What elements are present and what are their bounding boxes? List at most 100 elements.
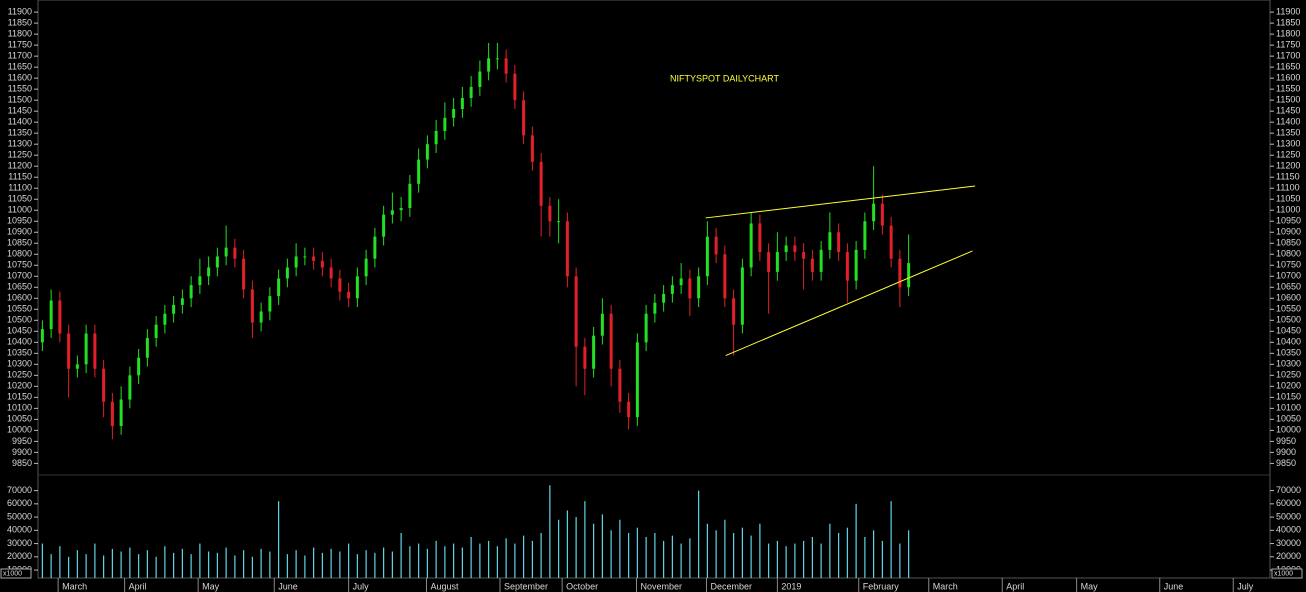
volume-bar (68, 556, 70, 578)
volume-bar (628, 532, 630, 578)
y-tick-label-right: 10050 (1276, 414, 1301, 424)
volume-bar (610, 530, 612, 578)
volume-tick-label: 30000 (7, 538, 32, 548)
y-tick-label-right: 11700 (1276, 51, 1300, 61)
x-tick-label: June (278, 581, 298, 591)
candle-body (732, 298, 736, 325)
y-tick-label-right: 11300 (1276, 139, 1300, 149)
volume-bar (199, 543, 201, 578)
candle-body (172, 304, 176, 314)
y-tick-label-right: 11000 (1276, 205, 1300, 215)
candle-body (49, 300, 53, 330)
y-tick-label: 11150 (8, 172, 32, 182)
candle-body (338, 278, 342, 292)
trendline (705, 185, 976, 219)
y-tick-label-right: 10650 (1276, 282, 1301, 292)
candle-body (574, 276, 578, 347)
x-tick-label: September (504, 581, 548, 591)
volume-bar (496, 546, 498, 578)
y-tick-label: 11200 (8, 161, 32, 171)
volume-bar (873, 530, 875, 578)
candle-body (522, 100, 526, 136)
candle-body (67, 333, 71, 369)
volume-bar (785, 546, 787, 578)
candle-body (399, 208, 403, 211)
candle-body (434, 130, 438, 145)
y-tick-label: 11550 (8, 84, 32, 94)
candle-body (723, 254, 727, 299)
candle-body (600, 313, 604, 336)
candle-body (128, 375, 132, 400)
volume-bar (295, 550, 297, 578)
volume-bar (374, 552, 376, 578)
y-tick-label-right: 11450 (1276, 106, 1300, 116)
y-tick-label-right: 11350 (1276, 128, 1300, 138)
volume-tick-label-right: 30000 (1276, 538, 1301, 548)
candle-body (329, 267, 333, 279)
candle-body (75, 364, 79, 369)
volume-tick-label-right: 40000 (1276, 525, 1301, 535)
candle-body (530, 135, 534, 162)
candle-body (557, 221, 561, 223)
volume-bar (838, 532, 840, 578)
candle-body (347, 291, 351, 299)
candle-body (58, 300, 62, 334)
x-tick-label: October (566, 581, 598, 591)
volume-bar (138, 554, 140, 578)
y-tick-label: 10950 (7, 216, 32, 226)
candle-body (880, 203, 884, 226)
y-tick-label: 10150 (7, 392, 32, 402)
y-tick-label-right: 10350 (1276, 348, 1301, 358)
y-tick-label: 11800 (8, 28, 32, 38)
y-tick-label: 11900 (8, 6, 32, 16)
x-tick-label: April (129, 581, 147, 591)
candle-body (382, 214, 386, 237)
y-tick-label-right: 10000 (1276, 425, 1301, 435)
y-tick-label-right: 10100 (1276, 403, 1301, 413)
y-tick-label-right: 10550 (1276, 304, 1301, 314)
y-tick-label: 10550 (7, 304, 32, 314)
volume-bar (881, 540, 883, 578)
volume-bar (76, 550, 78, 578)
volume-bar (908, 530, 910, 578)
y-tick-label-right: 11900 (1276, 6, 1300, 16)
volume-bar (855, 503, 857, 578)
volume-bar (400, 532, 402, 578)
y-tick-label: 11250 (8, 150, 32, 160)
volume-bar (103, 555, 105, 578)
y-tick-label-right: 11800 (1276, 28, 1300, 38)
y-tick-label-right: 10700 (1276, 271, 1301, 281)
y-tick-label: 11600 (8, 73, 32, 83)
volume-bar (260, 548, 262, 578)
candle-body (898, 258, 902, 288)
volume-bar (348, 543, 350, 578)
candle-body (294, 256, 298, 268)
candle-body (627, 401, 631, 418)
x-tick-label: May (1081, 581, 1099, 591)
candle-body (364, 258, 368, 277)
candle-body (662, 293, 666, 303)
y-tick-label-right: 11750 (1276, 40, 1300, 50)
y-tick-label-right: 11050 (1276, 194, 1300, 204)
candle-body (504, 58, 508, 74)
x-tick-label: April (1006, 581, 1024, 591)
volume-tick-label-right: 20000 (1276, 551, 1301, 561)
volume-tick-label: 50000 (7, 511, 32, 521)
candle-body (207, 267, 211, 277)
y-tick-label: 9850 (12, 458, 32, 468)
y-tick-label: 10800 (7, 249, 32, 259)
candle-body (688, 278, 692, 299)
volume-bar (173, 552, 175, 578)
y-tick-label: 11100 (8, 183, 32, 193)
volume-bar (383, 547, 385, 578)
candle-body (460, 97, 464, 109)
volume-bar (584, 501, 586, 578)
candle-body (154, 324, 158, 338)
volume-tick-label: 40000 (7, 525, 32, 535)
y-tick-label-right: 10950 (1276, 216, 1301, 226)
candle-body (469, 86, 473, 98)
candle-body (84, 333, 88, 365)
volume-bar (750, 535, 752, 578)
candle-body (863, 221, 867, 250)
